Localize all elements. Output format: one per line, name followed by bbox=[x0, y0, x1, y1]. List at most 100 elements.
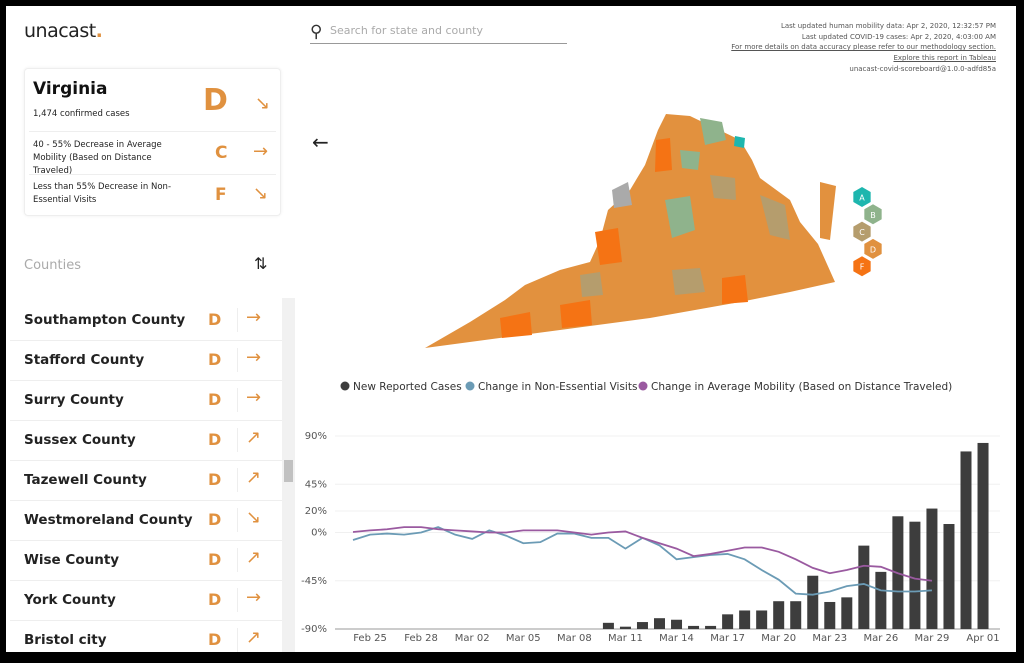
x-tick-label: Mar 26 bbox=[863, 633, 898, 644]
state-card: Virginia 1,474 confirmed cases D ↘ 40 - … bbox=[24, 68, 281, 216]
map-county[interactable] bbox=[500, 312, 532, 338]
map-county[interactable] bbox=[760, 195, 790, 240]
county-row[interactable]: York County D → bbox=[10, 580, 282, 621]
bar bbox=[705, 625, 717, 629]
map-shape[interactable] bbox=[820, 182, 836, 240]
county-row[interactable]: Surry County D → bbox=[10, 380, 282, 421]
county-row[interactable]: Bristol city D ↗ bbox=[10, 620, 282, 652]
county-name: Sussex County bbox=[24, 432, 136, 448]
county-row[interactable]: Sussex County D ↗ bbox=[10, 420, 282, 461]
x-tick-label: Mar 14 bbox=[659, 633, 694, 644]
legend-hex bbox=[853, 221, 871, 242]
county-row[interactable]: Wise County D ↗ bbox=[10, 540, 282, 581]
logo-dot: . bbox=[95, 20, 103, 42]
county-grade: D bbox=[208, 470, 222, 489]
map-county[interactable] bbox=[700, 118, 726, 145]
x-tick-label: Mar 17 bbox=[710, 633, 745, 644]
bar bbox=[858, 545, 870, 629]
x-tick-label: Mar 02 bbox=[455, 633, 490, 644]
note: Last updated human mobility data: Apr 2,… bbox=[780, 22, 996, 30]
bar bbox=[875, 571, 887, 629]
county-row[interactable]: Stafford County D → bbox=[10, 340, 282, 381]
bar bbox=[756, 610, 768, 629]
metric-label: 40 - 55% Decrease in Average Mobility (B… bbox=[33, 140, 162, 176]
map-county[interactable] bbox=[710, 175, 736, 200]
state-name: Virginia bbox=[33, 79, 108, 99]
bar bbox=[602, 622, 614, 629]
county-name: York County bbox=[24, 592, 116, 608]
map-county[interactable] bbox=[580, 272, 603, 297]
bar bbox=[943, 524, 955, 629]
county-trend: ↗ bbox=[246, 547, 262, 568]
county-grade: D bbox=[208, 550, 222, 569]
bar bbox=[841, 597, 853, 629]
county-name: Surry County bbox=[24, 392, 124, 408]
legend-label: Change in Non-Essential Visits bbox=[478, 381, 637, 393]
y-tick-label: 90% bbox=[305, 431, 327, 442]
version: unacast-covid-scoreboard@1.0.0-adfd85a bbox=[849, 64, 996, 73]
bar bbox=[619, 626, 631, 629]
map-county[interactable] bbox=[734, 136, 745, 148]
legend-grade: F bbox=[860, 263, 865, 272]
county-grade: D bbox=[208, 430, 222, 449]
legend-hex bbox=[864, 204, 882, 225]
legend-hex bbox=[853, 256, 871, 277]
county-row[interactable]: Southampton County D → bbox=[10, 300, 282, 341]
x-tick-label: Mar 08 bbox=[557, 633, 592, 644]
bar bbox=[824, 601, 836, 629]
bar bbox=[926, 508, 938, 629]
county-grade: D bbox=[208, 630, 222, 649]
map-county[interactable] bbox=[560, 300, 592, 328]
bar bbox=[636, 622, 648, 629]
county-grade: D bbox=[208, 510, 222, 529]
separator bbox=[237, 308, 238, 332]
logo[interactable]: unacast. bbox=[24, 20, 103, 42]
map-county[interactable] bbox=[722, 275, 748, 304]
legend-grade: B bbox=[870, 211, 876, 220]
county-grade: D bbox=[208, 390, 222, 409]
bar bbox=[671, 619, 683, 629]
bar bbox=[739, 610, 751, 629]
county-trend: ↗ bbox=[246, 427, 262, 448]
separator bbox=[237, 548, 238, 572]
search-input[interactable]: Search for state and county bbox=[330, 24, 484, 37]
sort-button[interactable]: ⇅ bbox=[254, 254, 268, 273]
search-icon: ⚲ bbox=[310, 22, 323, 42]
map-county[interactable] bbox=[672, 268, 705, 295]
separator bbox=[237, 468, 238, 492]
county-trend: → bbox=[246, 587, 262, 608]
county-trend: → bbox=[246, 307, 262, 328]
tableau-link[interactable]: Explore this report in Tableau bbox=[893, 54, 996, 63]
y-tick-label: 0% bbox=[311, 528, 327, 539]
legend-dot bbox=[465, 381, 475, 391]
legend-dot bbox=[340, 381, 350, 391]
bar bbox=[722, 614, 734, 629]
x-tick-label: Mar 29 bbox=[915, 633, 950, 644]
methodology-link[interactable]: For more details on data accuracy please… bbox=[731, 43, 996, 52]
county-name: Southampton County bbox=[24, 312, 186, 328]
county-trend: → bbox=[246, 347, 262, 368]
metric-grade: C bbox=[215, 143, 228, 163]
line bbox=[352, 526, 933, 582]
bar bbox=[807, 575, 819, 629]
legend-label: New Reported Cases bbox=[353, 381, 462, 393]
scroll-thumb[interactable] bbox=[284, 460, 293, 482]
map-county[interactable] bbox=[655, 138, 672, 172]
separator bbox=[237, 628, 238, 652]
search-underline bbox=[310, 43, 567, 44]
county-row[interactable]: Tazewell County D ↗ bbox=[10, 460, 282, 501]
y-tick-label: -45% bbox=[301, 576, 327, 587]
map-county[interactable] bbox=[612, 182, 632, 208]
bar bbox=[688, 625, 700, 629]
map-county[interactable] bbox=[665, 196, 695, 238]
county-row[interactable]: Westmoreland County D ↘ bbox=[10, 500, 282, 541]
update-notes: Last updated human mobility data: Apr 2,… bbox=[731, 21, 996, 75]
map-county[interactable] bbox=[680, 150, 700, 170]
state-grade: D bbox=[203, 83, 228, 118]
x-tick-label: Feb 28 bbox=[404, 633, 438, 644]
state-cases: 1,474 confirmed cases bbox=[33, 109, 130, 119]
map-county[interactable] bbox=[595, 228, 622, 265]
back-button[interactable]: ← bbox=[312, 130, 329, 154]
